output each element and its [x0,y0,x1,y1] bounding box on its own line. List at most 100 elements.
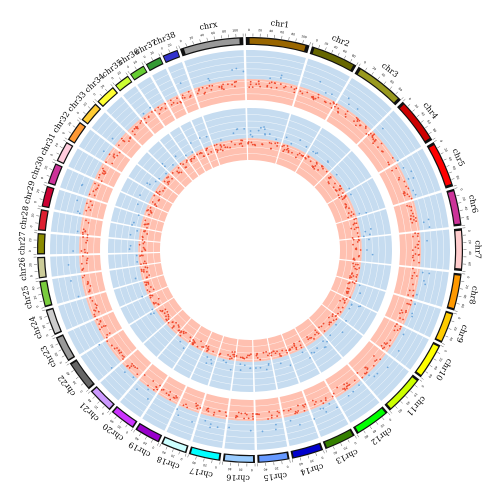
upper-band-chr38 [167,61,192,95]
grid-line [371,237,373,263]
data-point [155,302,157,304]
data-point [414,232,417,235]
data-point [275,138,278,141]
data-point [289,408,292,411]
grid-line [56,256,59,276]
grid-line [222,342,237,346]
grid-line [175,79,189,85]
grid-line [78,326,91,349]
tick-mark [428,131,432,134]
grid-line [127,226,131,239]
data-point [364,125,367,128]
grid-line [435,194,443,228]
tick-mark [302,40,304,44]
data-point [99,328,101,331]
upper-band-chr4 [330,151,372,193]
data-point [161,310,163,313]
tick-mark [333,446,335,450]
data-point [337,111,340,114]
data-point [316,347,319,350]
tick-label: 0 [29,225,33,227]
grid-line [157,151,168,161]
upper-band-chr26 [50,255,81,277]
lower-band-chr2 [276,143,306,173]
tick-mark [449,171,453,174]
tick-label: 20 [30,213,35,217]
tick-label: 20 [72,380,78,386]
tick-label: 40 [87,398,93,404]
grid-line [237,345,253,347]
data-point [154,109,156,112]
tick-label: 20 [54,142,59,147]
tick-mark [429,365,433,368]
data-point [355,222,358,225]
data-point [110,344,113,347]
grid-line [233,377,254,380]
data-point [351,272,354,275]
data-point [332,186,335,189]
data-point [157,199,160,202]
data-point [192,338,195,341]
data-point [407,187,410,190]
data-point [330,106,333,109]
data-point [321,165,323,168]
lower-band-chr26 [79,254,102,273]
data-point [357,235,360,238]
grid-line [158,391,178,403]
ideogram-fill-chr29 [42,187,54,207]
grid-line [184,149,193,155]
data-point [200,340,202,343]
data-point [82,233,84,236]
data-point [380,344,383,347]
tick-mark [337,52,340,56]
data-point [118,151,121,154]
grid-line [367,214,372,236]
data-point [365,366,367,369]
chromosome-label-chr20: chr20 [101,422,125,443]
ideogram-fill-chr35 [116,77,131,90]
tick-mark [377,76,381,80]
data-point [369,228,372,230]
data-point [283,86,285,89]
data-point [354,267,357,270]
data-point [335,323,337,326]
grid-line [117,333,133,353]
grid-line [150,180,158,191]
grid-line [405,203,412,232]
ideogram-fill-chr16 [224,454,254,462]
data-point [159,108,162,111]
grid-line [348,83,388,114]
data-point [200,152,203,155]
grid-line [344,392,372,413]
upper-band-chr36 [169,126,195,158]
data-point [169,99,172,102]
tick-label: 0 [33,200,37,203]
data-point [131,130,134,133]
tick-mark [292,459,294,463]
data-point [411,212,414,215]
data-point [274,428,277,431]
data-point [175,321,177,324]
tick-mark [425,371,429,374]
tick-label: 80 [398,87,404,93]
data-point [352,262,354,265]
data-point [274,142,277,145]
ideogram-fill-chrx [183,38,240,55]
grid-line [119,287,127,305]
data-point [366,368,369,371]
tick-label: 0 [388,417,392,421]
grid-line [188,154,196,160]
data-point [145,276,148,279]
data-point [250,141,253,144]
grid-line [123,397,144,413]
data-point [410,170,413,173]
data-point [113,347,116,350]
tick-label: 0 [457,317,461,320]
data-point [148,183,151,186]
data-point [144,249,147,252]
grid-line [139,172,148,184]
data-point [306,91,309,94]
tick-label: 20 [82,102,88,108]
data-point [274,352,277,355]
grid-line [367,263,372,285]
